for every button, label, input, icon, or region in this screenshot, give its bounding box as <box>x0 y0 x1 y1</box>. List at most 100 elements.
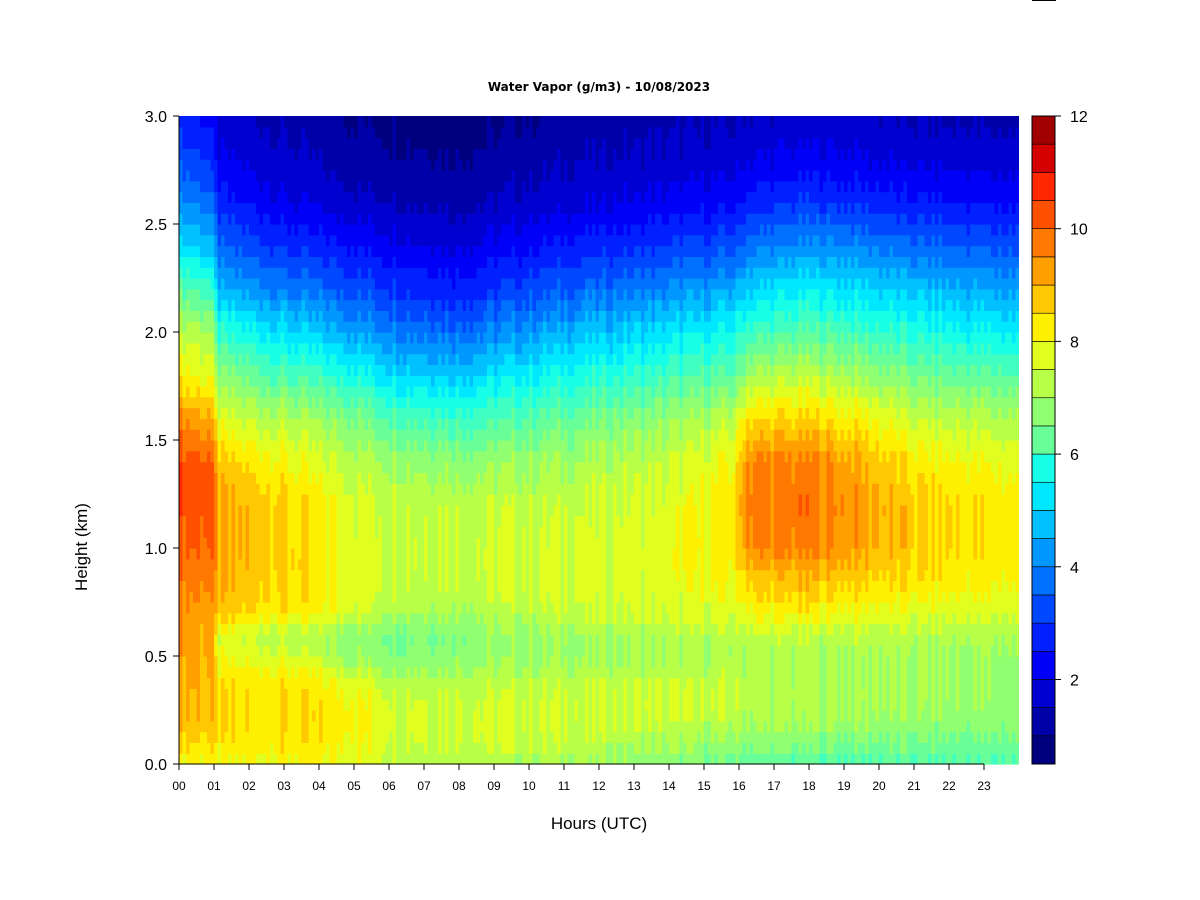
heatmap-cell <box>403 710 408 722</box>
heatmap-cell <box>186 342 191 355</box>
heatmap-cell <box>308 656 313 668</box>
heatmap-cell <box>382 386 387 398</box>
heatmap-cell <box>319 569 324 581</box>
heatmap-cell <box>340 245 345 257</box>
heatmap-cell <box>445 440 450 452</box>
heatmap-cell <box>410 386 415 398</box>
heatmap-cell <box>378 202 383 214</box>
heatmap-cell <box>308 234 313 247</box>
heatmap-cell <box>462 591 467 603</box>
heatmap-cell <box>371 159 376 171</box>
heatmap-cell <box>252 677 257 689</box>
heatmap-cell <box>256 753 261 765</box>
heatmap-cell <box>392 234 397 247</box>
heatmap-cell <box>357 440 362 452</box>
heatmap-cell <box>301 267 306 279</box>
heatmap-cell <box>256 537 261 549</box>
heatmap-cell <box>322 386 327 398</box>
heatmap-cell <box>287 299 292 311</box>
heatmap-cell <box>231 731 236 743</box>
heatmap-cell <box>413 634 418 646</box>
heatmap-cell <box>256 461 261 473</box>
heatmap-cell <box>329 321 334 333</box>
heatmap-cell <box>371 742 376 754</box>
heatmap-cell <box>245 364 250 376</box>
heatmap-cell <box>221 332 226 344</box>
heatmap-cell <box>214 386 219 398</box>
heatmap-cell <box>277 116 282 128</box>
heatmap-cell <box>336 558 341 571</box>
heatmap-cell <box>396 688 401 700</box>
heatmap-cell <box>221 558 226 571</box>
heatmap-cell <box>196 688 201 700</box>
heatmap-cell <box>434 548 439 560</box>
heatmap-cell <box>371 569 376 581</box>
heatmap-cell <box>193 213 198 225</box>
heatmap-cell <box>357 396 362 409</box>
heatmap-cell <box>319 472 324 484</box>
heatmap-cell <box>238 688 243 700</box>
heatmap-cell <box>385 418 390 430</box>
heatmap-cell <box>294 591 299 603</box>
heatmap-cell <box>424 591 429 603</box>
heatmap-cell <box>294 461 299 473</box>
heatmap-cell <box>357 202 362 214</box>
heatmap-cell <box>308 180 313 193</box>
heatmap-cell <box>371 267 376 279</box>
heatmap-cell <box>256 699 261 711</box>
heatmap-cell <box>333 472 338 484</box>
heatmap-cell <box>193 299 198 311</box>
heatmap-cell <box>273 612 278 625</box>
heatmap-cell <box>245 375 250 387</box>
heatmap-cell <box>392 180 397 193</box>
heatmap-cell <box>256 656 261 668</box>
heatmap-cell <box>364 245 369 257</box>
heatmap-cell <box>357 180 362 193</box>
heatmap-cell <box>347 494 352 506</box>
heatmap-cell <box>284 591 289 603</box>
heatmap-cell <box>270 386 275 398</box>
heatmap-cell <box>329 623 334 635</box>
heatmap-cell <box>368 418 373 430</box>
heatmap-cell <box>266 396 271 409</box>
heatmap-cell <box>364 213 369 225</box>
heatmap-cell <box>389 310 394 322</box>
heatmap-cell <box>354 623 359 635</box>
heatmap-cell <box>270 753 275 765</box>
heatmap-cell <box>326 267 331 279</box>
heatmap-cell <box>228 634 233 646</box>
heatmap-cell <box>242 234 247 247</box>
heatmap-cell <box>298 202 303 214</box>
heatmap-cell <box>252 342 257 355</box>
heatmap-cell <box>312 710 317 722</box>
heatmap-cell <box>466 548 471 560</box>
heatmap-cell <box>266 731 271 743</box>
heatmap-cell <box>312 213 317 225</box>
heatmap-cell <box>200 191 205 203</box>
heatmap-cell <box>417 580 422 592</box>
heatmap-cell <box>214 623 219 635</box>
heatmap-cell <box>200 645 205 657</box>
heatmap-cell <box>357 558 362 571</box>
heatmap-cell <box>210 170 215 182</box>
heatmap-cell <box>221 353 226 365</box>
heatmap-cell <box>417 245 422 257</box>
heatmap-cell <box>214 504 219 517</box>
heatmap-cell <box>266 440 271 452</box>
heatmap-cell <box>392 202 397 214</box>
heatmap-cell <box>462 418 467 430</box>
heatmap-cell <box>375 429 380 441</box>
heatmap-cell <box>389 332 394 344</box>
heatmap-cell <box>319 267 324 279</box>
heatmap-cell <box>420 558 425 571</box>
heatmap-cell <box>399 558 404 571</box>
heatmap-cell <box>396 720 401 733</box>
heatmap-cell <box>238 720 243 733</box>
heatmap-cell <box>298 137 303 149</box>
heatmap-cell <box>186 526 191 538</box>
heatmap-cell <box>448 580 453 592</box>
heatmap-cell <box>193 699 198 711</box>
heatmap-cell <box>200 342 205 355</box>
heatmap-cell <box>196 645 201 657</box>
heatmap-cell <box>406 645 411 657</box>
